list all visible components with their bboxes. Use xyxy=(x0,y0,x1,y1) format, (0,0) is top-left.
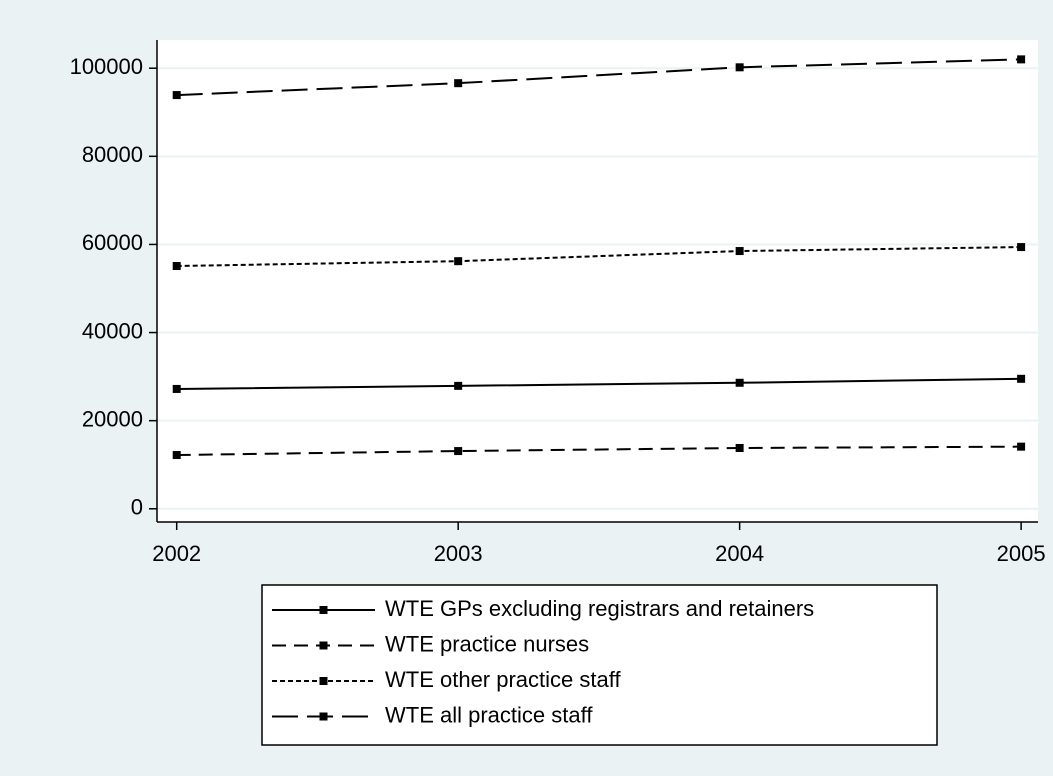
data-point xyxy=(172,262,181,271)
data-point xyxy=(735,443,744,452)
data-point xyxy=(454,257,463,266)
data-point xyxy=(454,447,463,456)
series-line xyxy=(176,58,1022,97)
x-tick-label: 2002 xyxy=(152,541,201,566)
x-tick-label: 2003 xyxy=(434,541,483,566)
plot-area xyxy=(157,40,1038,522)
y-tick-label: 80000 xyxy=(82,142,143,167)
x-tick-label: 2004 xyxy=(715,541,764,566)
legend-label: WTE other practice staff xyxy=(385,667,621,692)
data-point xyxy=(454,79,463,88)
y-tick-label: 100000 xyxy=(70,54,143,79)
legend-label: WTE practice nurses xyxy=(385,631,589,656)
data-point xyxy=(1017,243,1026,252)
data-point xyxy=(172,91,181,100)
data-point xyxy=(1017,55,1026,64)
legend-marker xyxy=(319,712,328,721)
data-point xyxy=(735,63,744,72)
data-point xyxy=(1017,442,1026,451)
series-line xyxy=(176,445,1022,457)
data-point xyxy=(172,451,181,460)
legend-marker xyxy=(319,677,328,685)
y-tick-label: 60000 xyxy=(82,230,143,255)
y-tick-label: 0 xyxy=(131,495,143,520)
series-line xyxy=(176,377,1022,390)
legend-label: WTE GPs excluding registrars and retaine… xyxy=(385,596,814,621)
legend-label: WTE all practice staff xyxy=(385,702,593,727)
y-tick-label: 20000 xyxy=(82,406,143,431)
series-line xyxy=(176,246,1022,268)
x-tick-label: 2005 xyxy=(997,541,1046,566)
data-point xyxy=(172,384,181,393)
legend-marker xyxy=(319,606,328,614)
data-point xyxy=(735,378,744,387)
data-point xyxy=(1017,374,1026,383)
data-point xyxy=(735,247,744,256)
y-tick-label: 40000 xyxy=(82,318,143,343)
legend-box xyxy=(261,584,938,746)
data-point xyxy=(454,381,463,390)
legend-marker xyxy=(319,641,328,650)
